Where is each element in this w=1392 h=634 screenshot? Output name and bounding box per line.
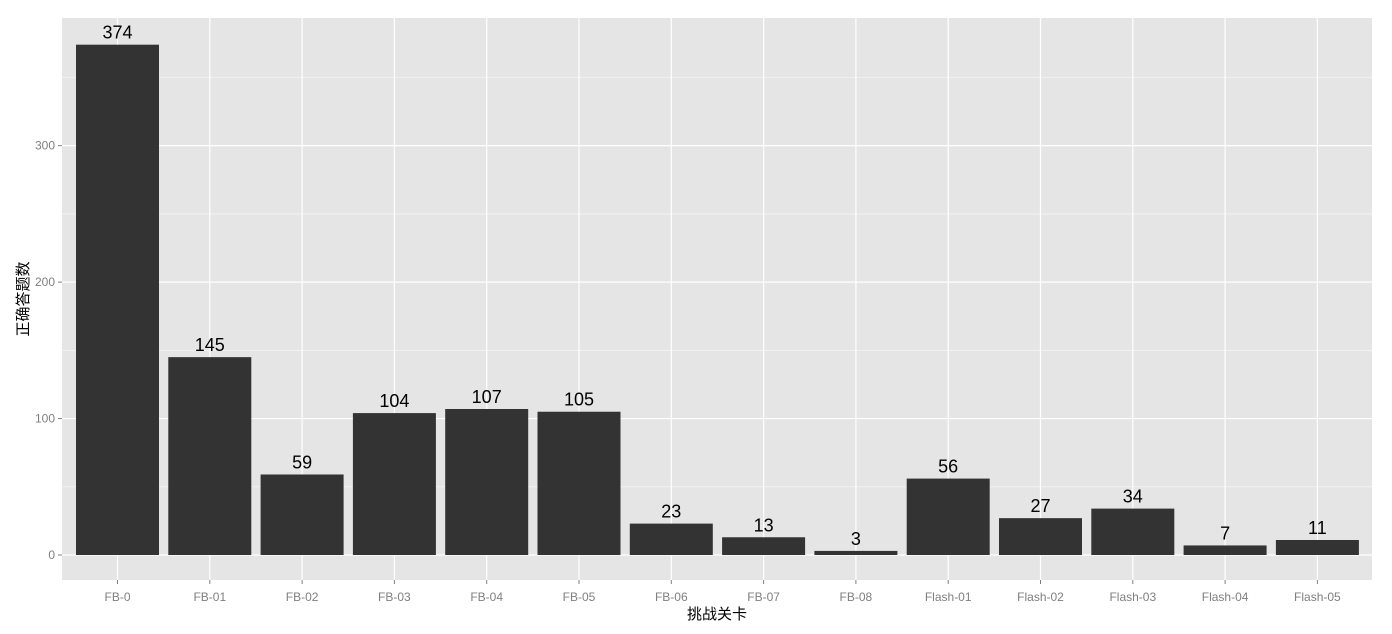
bar: [906, 478, 990, 555]
x-tick-label: FB-07: [747, 590, 780, 604]
x-axis-title: 挑战关卡: [687, 605, 747, 623]
y-axis-title: 正确答题数: [14, 261, 32, 336]
bar-value-label: 23: [661, 502, 681, 522]
bar-value-label: 56: [938, 457, 958, 477]
x-tick-label: Flash-01: [925, 590, 972, 604]
y-tick-label: 100: [35, 412, 55, 426]
bar-value-label: 11: [1308, 518, 1327, 538]
x-tick-label: FB-08: [840, 590, 873, 604]
bar-value-label: 374: [102, 23, 132, 43]
bar-value-label: 59: [292, 452, 312, 472]
bar: [814, 550, 898, 555]
x-tick-label: FB-06: [655, 590, 688, 604]
bar: [722, 537, 806, 555]
y-tick-label: 0: [48, 548, 55, 562]
x-tick-label: FB-05: [563, 590, 596, 604]
bar: [352, 413, 436, 555]
bar-value-labels: 374 145 59 104 107 105 23 13 3 56 27 34 7 11: [102, 23, 1326, 549]
x-tick-label: FB-04: [470, 590, 503, 604]
x-tick-label: FB-01: [193, 590, 226, 604]
x-tick-label: Flash-05: [1294, 590, 1341, 604]
bar-value-label: 7: [1220, 523, 1230, 543]
x-tick-label: Flash-02: [1017, 590, 1064, 604]
y-tick-label: 200: [35, 275, 55, 289]
bar: [1275, 539, 1359, 555]
bar: [168, 357, 252, 555]
y-tick-label: 300: [35, 139, 55, 153]
minor-gridlines: [62, 76, 1372, 488]
x-axis: FB-0 FB-01 FB-02 FB-03 FB-04 FB-05 FB-06 FB-07 F…: [104, 580, 1341, 604]
x-tick-label: Flash-04: [1202, 590, 1249, 604]
bar-value-label: 104: [379, 391, 409, 411]
bar: [537, 411, 621, 555]
plot-panel: [62, 18, 1372, 580]
bar-value-label: 105: [564, 390, 594, 410]
bar: [1091, 508, 1175, 555]
bar-value-label: 13: [754, 515, 774, 535]
x-tick-label: FB-0: [104, 590, 130, 604]
bar-value-label: 27: [1030, 496, 1050, 516]
bar-value-label: 34: [1123, 487, 1143, 507]
bar: [445, 408, 529, 555]
x-tick-label: FB-02: [286, 590, 319, 604]
bar: [260, 474, 344, 555]
bar-value-label: 3: [851, 529, 861, 549]
bars: [76, 44, 1359, 555]
bar: [76, 44, 159, 555]
bar-value-label: 107: [472, 387, 502, 407]
y-axis: 0 100 200 300: [35, 139, 62, 562]
bar: [1183, 545, 1267, 555]
bar: [999, 518, 1082, 555]
bar: [629, 523, 713, 555]
x-tick-label: FB-03: [378, 590, 411, 604]
bar-value-label: 145: [195, 335, 225, 355]
x-tick-label: Flash-03: [1109, 590, 1156, 604]
